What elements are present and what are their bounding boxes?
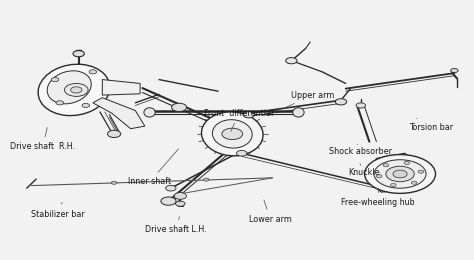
Circle shape	[111, 181, 117, 184]
Text: Stabilizer bar: Stabilizer bar	[31, 203, 85, 219]
Circle shape	[356, 103, 365, 108]
Text: Inner shaft: Inner shaft	[128, 149, 179, 186]
Circle shape	[237, 151, 247, 156]
Circle shape	[286, 57, 297, 64]
Ellipse shape	[38, 64, 110, 116]
Circle shape	[222, 128, 243, 140]
Circle shape	[172, 103, 187, 112]
Text: Shock absorber: Shock absorber	[329, 144, 392, 157]
Circle shape	[411, 181, 417, 184]
Text: Lower arm: Lower arm	[249, 200, 292, 224]
Circle shape	[71, 87, 82, 93]
Ellipse shape	[201, 112, 263, 156]
Circle shape	[404, 161, 410, 165]
Text: Torsion bar: Torsion bar	[410, 118, 454, 132]
Text: Knuckle: Knuckle	[348, 164, 380, 177]
Ellipse shape	[47, 71, 91, 104]
Polygon shape	[93, 98, 145, 129]
Circle shape	[374, 160, 426, 188]
Circle shape	[393, 170, 407, 178]
Circle shape	[64, 83, 88, 96]
Circle shape	[386, 166, 414, 182]
Text: Drive shaft  R.H.: Drive shaft R.H.	[10, 127, 75, 151]
Circle shape	[391, 184, 396, 186]
Text: Front  differential: Front differential	[204, 109, 273, 131]
Polygon shape	[102, 80, 140, 95]
Circle shape	[161, 197, 176, 205]
Circle shape	[73, 51, 84, 57]
Ellipse shape	[293, 108, 304, 117]
Circle shape	[376, 175, 382, 178]
Circle shape	[335, 99, 346, 105]
Text: Free-wheeling hub: Free-wheeling hub	[341, 188, 415, 207]
Circle shape	[89, 70, 97, 74]
Circle shape	[51, 77, 59, 82]
Circle shape	[203, 178, 209, 181]
Text: Drive shaft L.H.: Drive shaft L.H.	[145, 217, 207, 234]
Circle shape	[108, 130, 121, 138]
Circle shape	[243, 112, 255, 118]
Ellipse shape	[144, 108, 155, 117]
Circle shape	[82, 103, 90, 107]
Circle shape	[165, 185, 176, 191]
Circle shape	[56, 101, 64, 105]
Circle shape	[451, 68, 458, 73]
Text: Upper arm: Upper arm	[287, 90, 335, 107]
Ellipse shape	[212, 120, 252, 148]
Polygon shape	[367, 153, 419, 192]
Circle shape	[383, 164, 389, 167]
Circle shape	[365, 154, 436, 193]
Circle shape	[174, 193, 186, 199]
Circle shape	[175, 201, 185, 206]
Circle shape	[418, 170, 424, 173]
